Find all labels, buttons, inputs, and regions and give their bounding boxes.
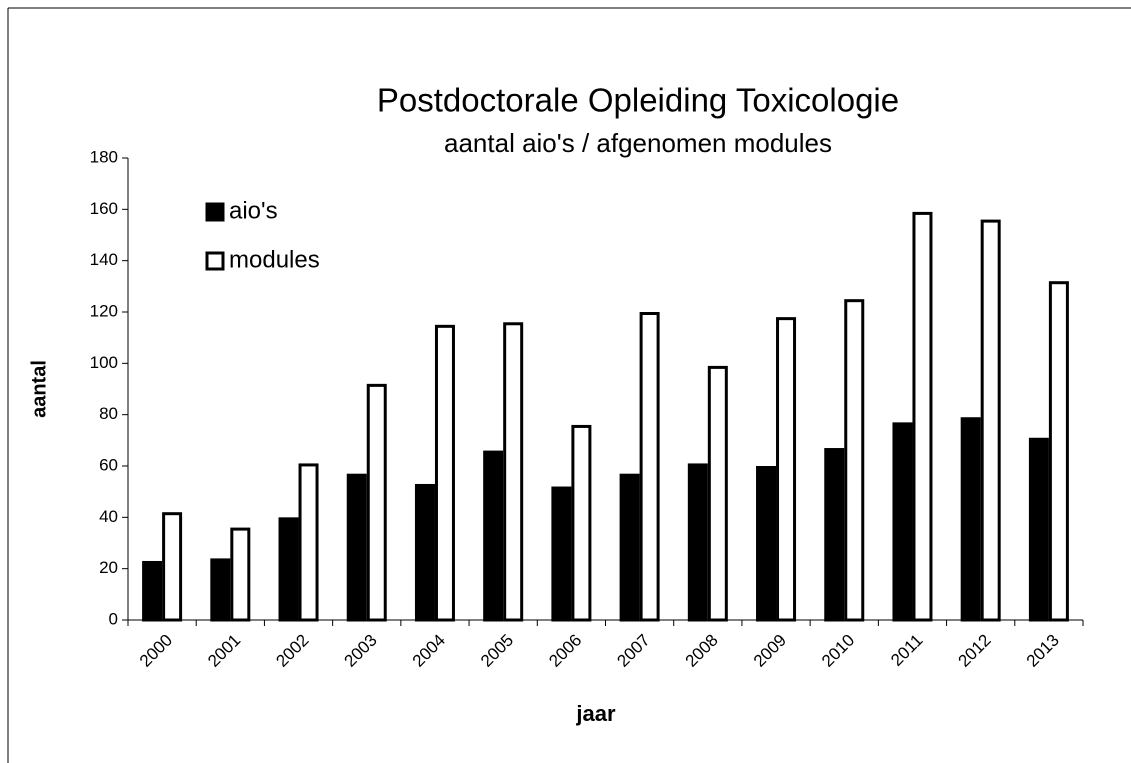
legend-label: modules: [229, 246, 320, 273]
bar: [142, 560, 163, 622]
chart-subtitle: aantal aio's / afgenomen modules: [444, 128, 832, 158]
bar: [619, 473, 640, 622]
y-tick-label: 0: [109, 609, 118, 628]
y-tick-label: 140: [90, 250, 118, 269]
legend-label: aio's: [229, 197, 278, 224]
x-tick-label: 2013: [1023, 631, 1063, 671]
x-tick-label: 2009: [750, 631, 790, 671]
y-tick-label: 120: [90, 301, 118, 320]
bar: [278, 517, 299, 622]
bar: [346, 473, 367, 622]
bar: [756, 466, 777, 622]
x-tick-label: 2007: [613, 631, 653, 671]
y-tick-label: 60: [99, 455, 118, 474]
bar: [639, 312, 660, 622]
bar: [707, 365, 728, 622]
y-axis-label: aantal: [28, 360, 50, 418]
bar: [551, 486, 572, 622]
y-tick-label: 80: [99, 404, 118, 423]
bar: [230, 527, 251, 622]
bar: [980, 219, 1001, 622]
bar: [503, 322, 524, 622]
x-tick-label: 2010: [818, 631, 858, 671]
x-tick-label: 2001: [204, 631, 244, 671]
x-tick-label: 2006: [545, 631, 585, 671]
bar: [824, 448, 845, 622]
y-tick-label: 100: [90, 353, 118, 372]
bar: [434, 324, 455, 622]
x-tick-label: 2003: [341, 631, 381, 671]
bar: [776, 317, 797, 622]
x-tick-label: 2005: [477, 631, 517, 671]
bar: [844, 299, 865, 622]
x-axis-label: jaar: [575, 701, 616, 726]
bar: [366, 383, 387, 622]
y-tick-label: 180: [90, 147, 118, 166]
y-tick-label: 160: [90, 199, 118, 218]
bar: [960, 417, 981, 622]
bar: [298, 463, 319, 622]
chart-title: Postdoctorale Opleiding Toxicologie: [377, 82, 899, 119]
bar: [1028, 437, 1049, 622]
legend-swatch: [205, 251, 225, 271]
bar: [210, 558, 231, 622]
legend-swatch: [205, 202, 225, 222]
bar: [687, 463, 708, 622]
y-tick-label: 40: [99, 507, 118, 526]
bar: [483, 450, 504, 622]
bar: [912, 211, 933, 622]
bar: [1048, 281, 1069, 622]
x-tick-label: 2012: [954, 631, 994, 671]
x-tick-label: 2008: [682, 631, 722, 671]
x-tick-label: 2002: [272, 631, 312, 671]
x-tick-label: 2004: [409, 631, 449, 671]
bar: [414, 483, 435, 622]
bar: [571, 424, 592, 622]
x-tick-label: 2011: [887, 631, 926, 670]
x-tick-label: 2000: [136, 631, 176, 671]
bar: [892, 422, 913, 622]
y-tick-label: 20: [99, 558, 118, 577]
bar: [162, 512, 183, 622]
